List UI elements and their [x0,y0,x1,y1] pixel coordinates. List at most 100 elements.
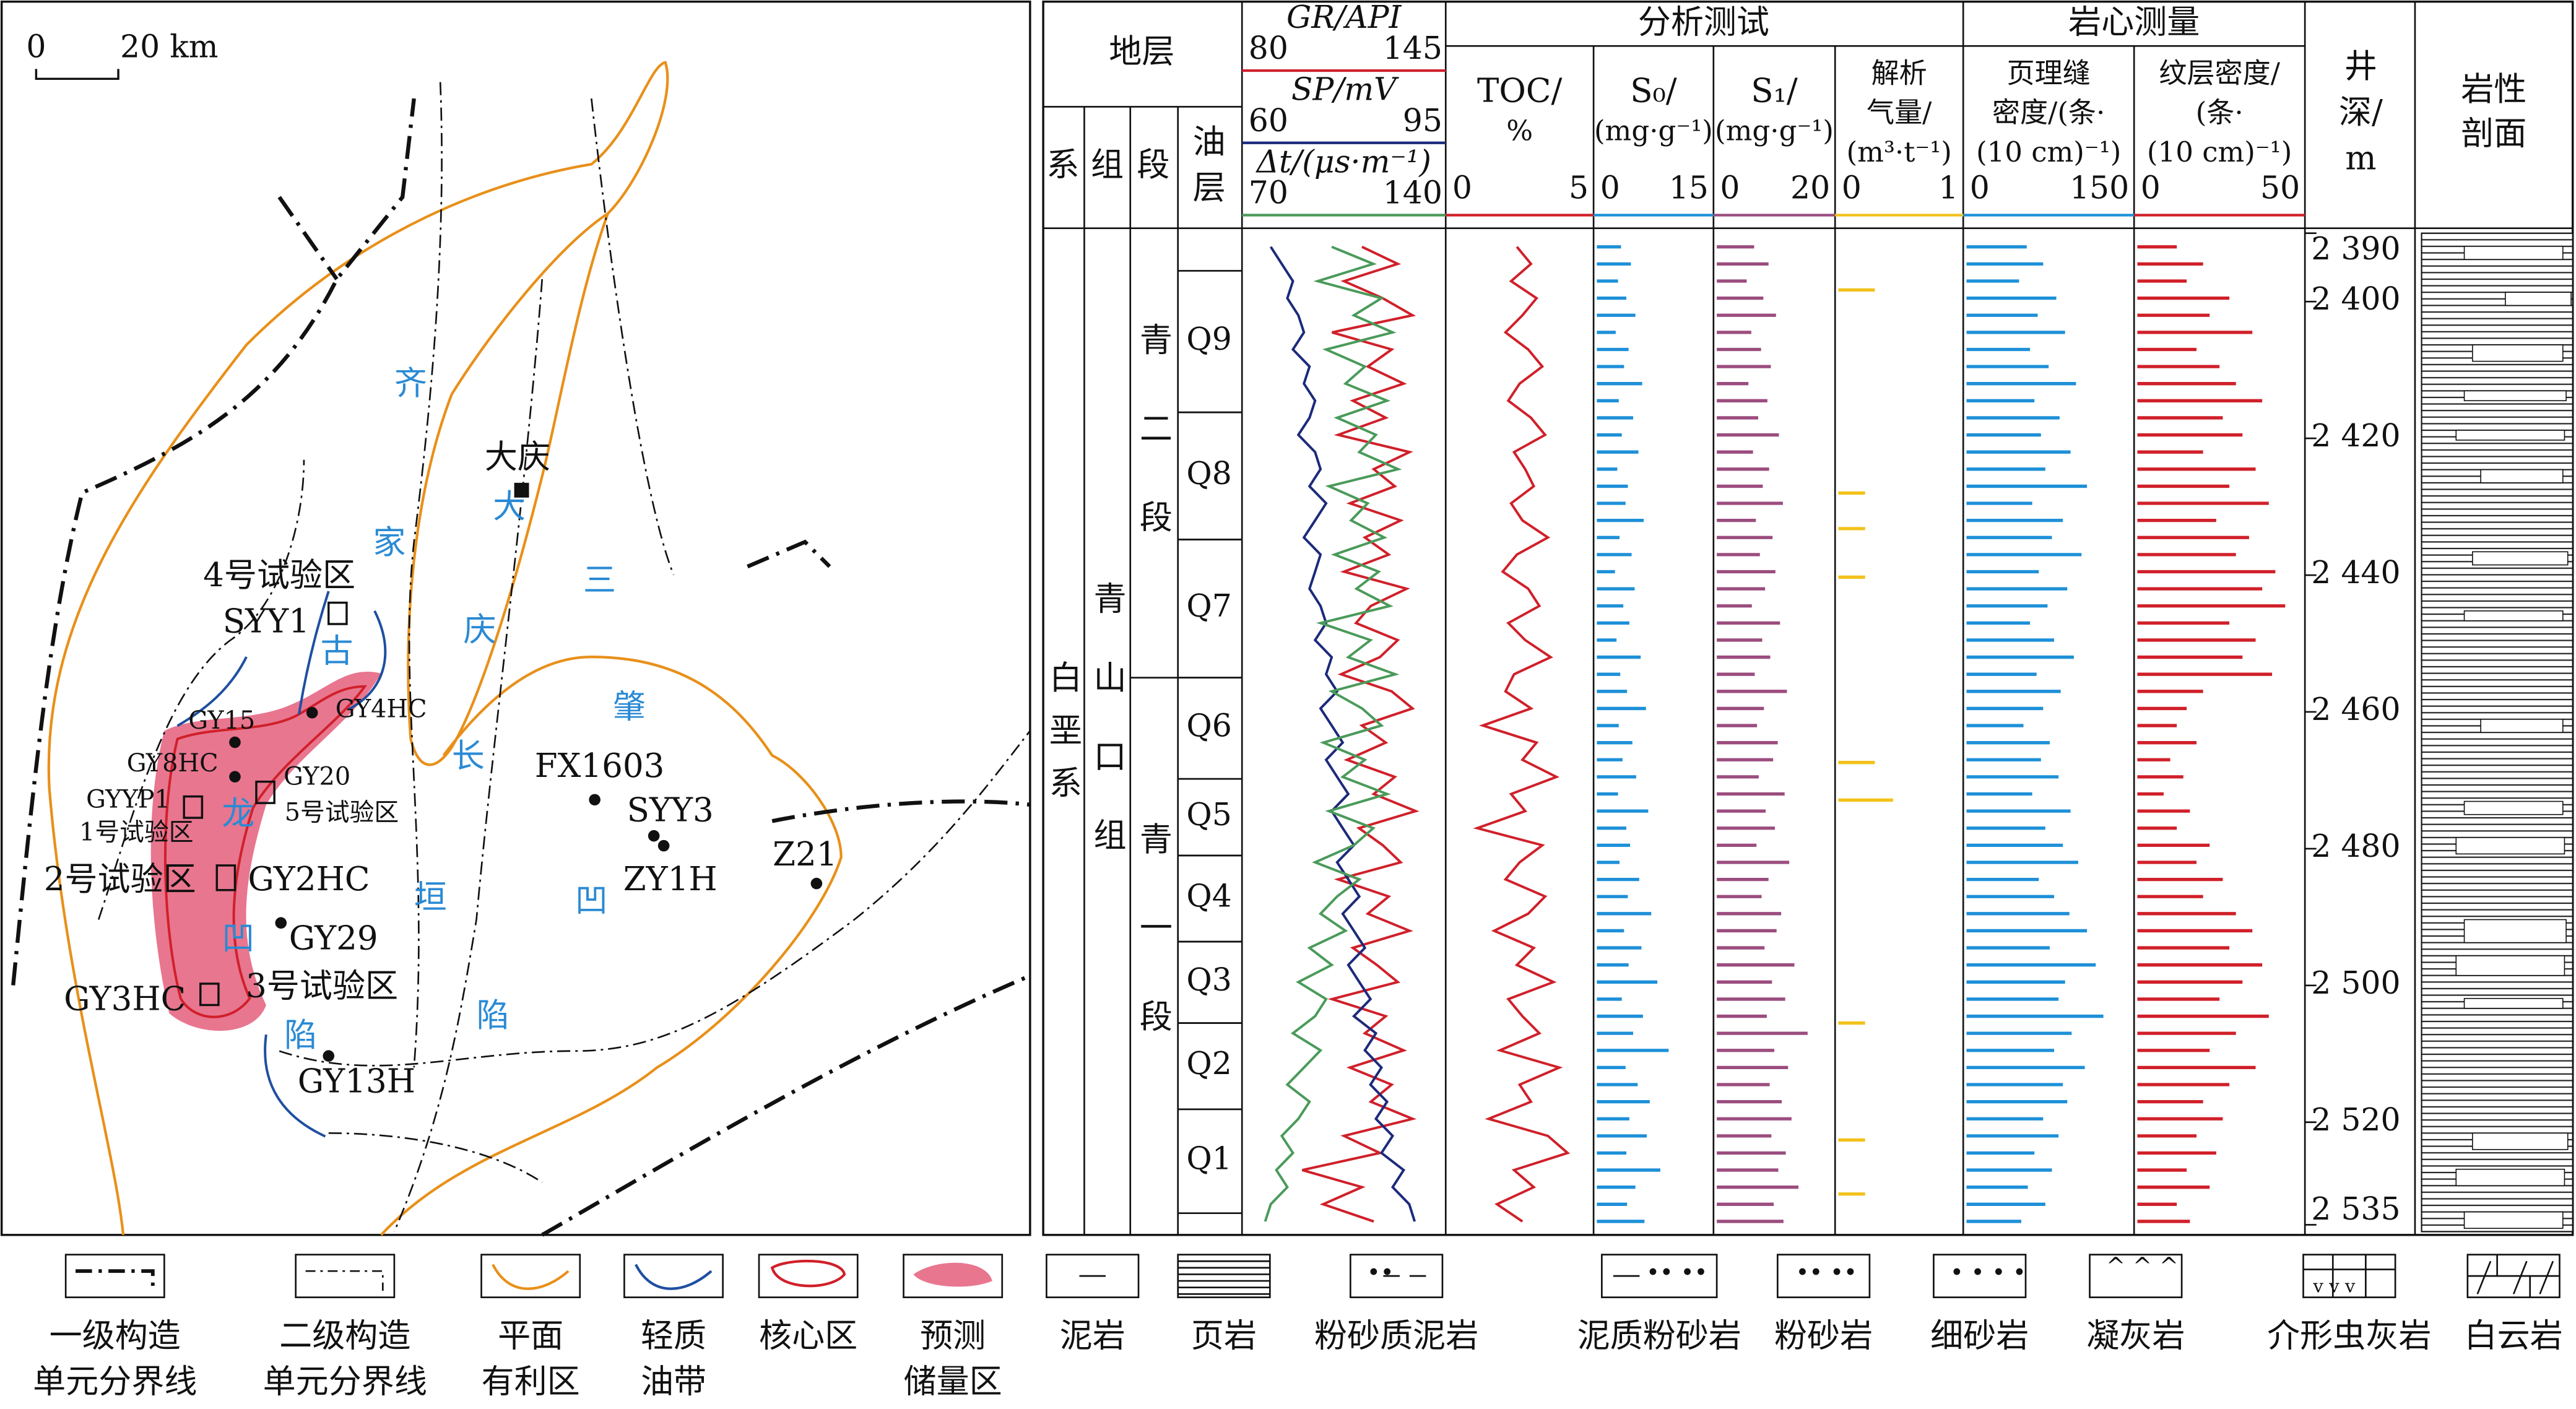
track-name: (条· [2196,96,2244,129]
scale-label: 70 [1249,175,1288,211]
scale-label: 0 [1970,170,1990,206]
column-label: 系 [1046,145,1079,184]
well-log: 地层系组段油层白垩系 青山口组青二段青一段 Q9 Q8 Q7 Q6 Q5 Q4 Q3 Q2 Q1 井深… [1042,0,2574,1236]
depth-tick-label: 2 480 [2311,828,2400,864]
tectonic-unit-label: 三 [583,561,616,599]
map-label: 2号试验区 [44,860,196,898]
legend-boxes [64,1254,2561,1298]
map-label: GY29 [289,919,378,957]
scale-label: 0 [1842,170,1862,206]
legend-label: 一级构造 [50,1316,181,1355]
track-name: 气量/ [1867,96,1932,129]
depth-tick-label: 2 500 [2311,965,2400,1001]
light-oil-belt [176,591,387,1138]
track-name: (10 cm)⁻¹) [1976,136,2121,168]
legend-label: 轻质 [641,1316,706,1355]
map-frame [0,0,1031,1236]
track-name: TOC/ [1477,72,1562,110]
tectonic-unit-label: 长 [452,737,485,775]
track-name: 页理缝 [2007,57,2091,90]
map-label: GY4HC [336,695,427,724]
map-label: GY3HC [64,980,186,1018]
tectonic-unit-label: 陷 [477,996,510,1034]
member-name: 青一段 [1134,822,1173,1088]
scale-label: 1 [1938,170,1958,206]
tectonic-unit-label: 凹 [222,919,254,957]
curve-name: Δt/(μs·m⁻¹) [1255,143,1431,180]
group-title: 分析测试 [1638,2,1769,41]
track-name: S₀/ [1630,72,1677,110]
legend-label: 有利区 [482,1363,580,1401]
legend-label: 平面 [498,1316,563,1355]
svg-text:v v v: v v v [2312,1276,2356,1297]
map-label: GY20 [284,762,350,791]
layer-name: Q6 [1186,707,1231,744]
legend-label: 白云岩 [2465,1316,2563,1355]
tectonic-unit-label: 垣 [414,878,447,916]
track-name: % [1506,114,1533,147]
tectonic-unit-label: 齐 [394,364,427,402]
scale-label: 95 [1403,102,1442,139]
map-label: 5号试验区 [285,799,399,827]
scale-label: 0 [1720,170,1740,206]
legend-label: 二级构造 [279,1316,410,1355]
reserve-area [150,671,381,1031]
legend-label: 粉砂质泥岩 [1314,1316,1478,1355]
log-curve [1473,246,1571,1223]
legend-label: 单元分界线 [263,1363,427,1401]
svg-text:•• ••: •• •• [1795,1259,1857,1286]
system-name: 白垩系 [1044,660,1082,818]
legend-label: 泥质粉砂岩 [1577,1316,1741,1355]
map-label: ZY1H [623,860,718,898]
depth-tick-label: 2 440 [2311,554,2400,591]
second-order-boundary [97,82,1031,1233]
map-label: 4号试验区 [203,556,355,594]
tectonic-unit-label: 龙 [222,794,254,833]
layer-name: Q7 [1186,587,1231,624]
column-label: 段 [1137,145,1169,184]
map-label: GY15 [188,706,255,735]
lithology-title: 岩性 [2461,70,2526,108]
scale-label: 80 [1249,30,1288,66]
layer-name: Q4 [1186,878,1231,914]
legend-label: 细砂岩 [1930,1316,2029,1355]
column-label: 层 [1193,168,1226,207]
legend-label: 预测 [920,1316,986,1355]
curve-name: SP/mV [1291,71,1399,108]
map-label: 大庆 [485,438,550,476]
tectonic-unit-label: 凹 [575,881,608,919]
scale-label: 0 [2141,170,2161,206]
depth-tick-label: 2 390 [2311,230,2400,267]
depth-title: m [2345,139,2376,177]
legend-label: 介形虫灰岩 [2267,1316,2431,1355]
scale-label: 150 [2070,170,2129,206]
tectonic-unit-label: 家 [373,523,405,561]
map-label: GY13H [298,1062,415,1100]
lithology-beds [2455,246,2572,1229]
depth-tick-label: 2 460 [2311,691,2400,727]
column-label: 组 [1091,145,1124,184]
map-label: FX1603 [535,747,665,785]
group-title: 岩心测量 [2068,2,2200,41]
log-curve [1302,245,1420,1223]
legend-label: 单元分界线 [33,1363,197,1401]
map-label: GY2HC [248,860,370,898]
legend-label: 泥岩 [1060,1316,1125,1355]
svg-text:^ ^ ^: ^ ^ ^ [2106,1252,2179,1279]
track-name: S₁/ [1751,72,1798,110]
depth-tick-label: 2 420 [2311,417,2400,454]
map-label: SYY3 [627,791,714,830]
scale-label: 5 [1569,170,1589,206]
legend-label: 储量区 [904,1363,1002,1401]
map-label: SYY1 [223,602,310,641]
svg-text:•• ••: •• •• [1646,1259,1707,1286]
scale-label: 140 [1383,175,1442,211]
track-name: (m³·t⁻¹) [1846,136,1951,168]
member-name: 青二段 [1134,323,1173,589]
map-label: GYYP1 [86,786,170,814]
depth-tick-label: 2 400 [2311,280,2400,317]
tectonic-unit-label: 庆 [463,610,496,649]
